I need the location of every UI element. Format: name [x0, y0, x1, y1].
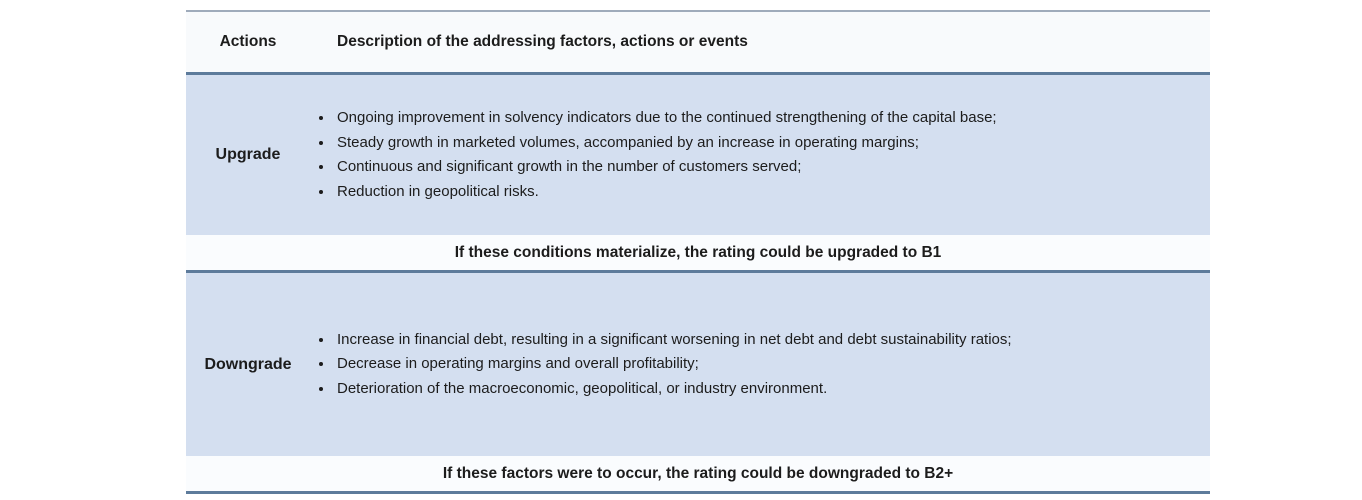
- rating-sensitivities-table: Actions Description of the addressing fa…: [186, 10, 1210, 494]
- actions-header-label: Actions: [219, 33, 277, 50]
- table-header-row: Actions Description of the addressing fa…: [186, 12, 1210, 72]
- downgrade-bullet-list: Increase in financial debt, resulting in…: [310, 328, 1012, 402]
- upgrade-description-cell: Ongoing improvement in solvency indicato…: [310, 75, 1210, 235]
- upgrade-bullet-item: Reduction in geopolitical risks.: [334, 180, 997, 205]
- downgrade-note-band: If these factors were to occur, the rati…: [186, 456, 1210, 491]
- upgrade-bullet-item: Ongoing improvement in solvency indicato…: [334, 106, 997, 131]
- header-bottom-rule: [186, 72, 1210, 75]
- upgrade-note-text: If these conditions materialize, the rat…: [454, 243, 942, 261]
- upgrade-label: Upgrade: [215, 146, 281, 163]
- downgrade-bullet-item: Increase in financial debt, resulting in…: [334, 328, 1012, 353]
- downgrade-description-cell: Increase in financial debt, resulting in…: [310, 273, 1210, 456]
- downgrade-row: Downgrade Increase in financial debt, re…: [186, 273, 1210, 456]
- upgrade-bullet-item: Continuous and significant growth in the…: [334, 155, 997, 180]
- header-cell-description: Description of the addressing factors, a…: [310, 12, 1210, 72]
- mid-rule: [186, 270, 1210, 273]
- upgrade-bullet-list: Ongoing improvement in solvency indicato…: [310, 106, 997, 204]
- downgrade-bullet-item: Decrease in operating margins and overal…: [334, 352, 1012, 377]
- table-bottom-rule: [186, 491, 1210, 494]
- downgrade-action-cell: Downgrade: [186, 273, 310, 456]
- upgrade-row: Upgrade Ongoing improvement in solvency …: [186, 75, 1210, 235]
- downgrade-note-text: If these factors were to occur, the rati…: [442, 464, 954, 482]
- upgrade-action-cell: Upgrade: [186, 75, 310, 235]
- downgrade-label: Downgrade: [204, 355, 292, 373]
- upgrade-bullet-item: Steady growth in marketed volumes, accom…: [334, 131, 997, 156]
- description-header-label: Description of the addressing factors, a…: [337, 33, 748, 50]
- header-cell-actions: Actions: [186, 12, 310, 72]
- downgrade-bullet-item: Deterioration of the macroeconomic, geop…: [334, 377, 1012, 402]
- upgrade-note-band: If these conditions materialize, the rat…: [186, 235, 1210, 270]
